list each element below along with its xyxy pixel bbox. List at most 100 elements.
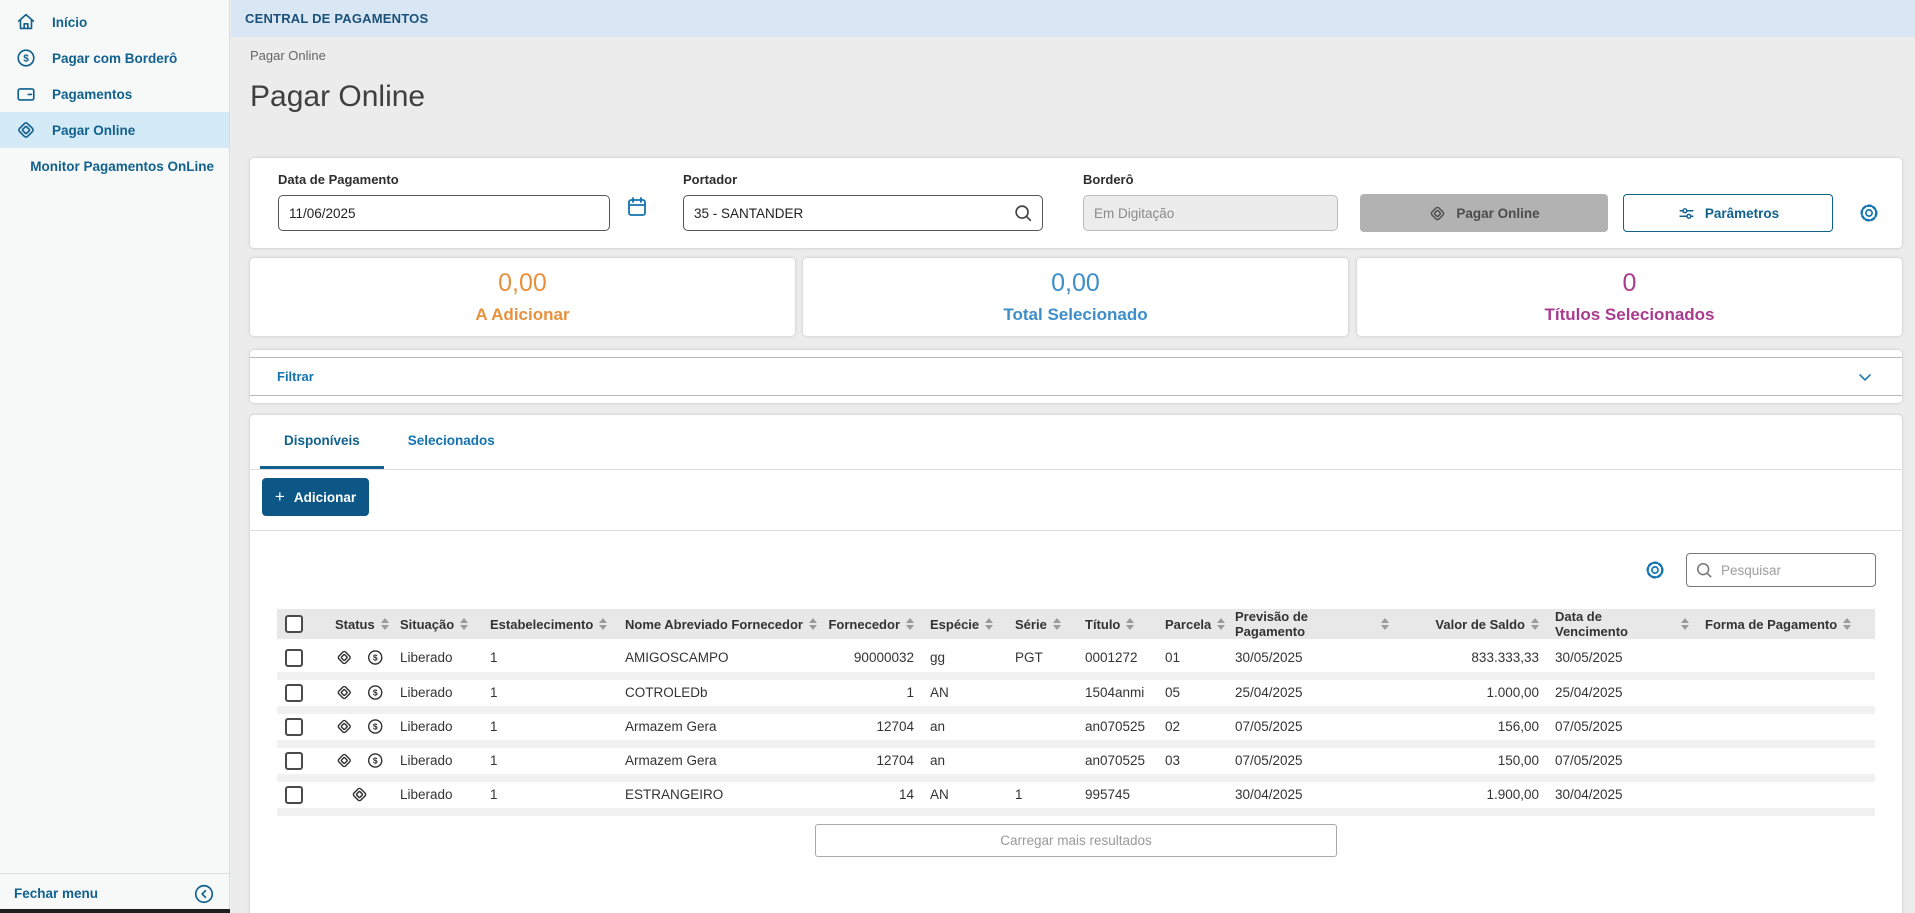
sidebar-item-pagamentos[interactable]: Pagamentos: [0, 76, 229, 112]
cell-estabelecimento: 1: [482, 641, 617, 680]
cell-serie: 1: [1007, 777, 1077, 816]
sort-icon[interactable]: [1681, 618, 1689, 630]
table-gear-icon[interactable]: [1644, 559, 1666, 581]
sort-icon[interactable]: [906, 618, 914, 630]
app-title: CENTRAL DE PAGAMENTOS: [245, 11, 429, 26]
sidebar: Início $ Pagar com Borderô Pagamentos Pagar …: [0, 0, 230, 913]
gear-icon[interactable]: [1858, 202, 1880, 224]
tab-selecionados[interactable]: Selecionados: [384, 415, 519, 469]
cell-situacao: Liberado: [392, 709, 482, 748]
cell-serie: [1007, 709, 1077, 748]
cell-titulo: an070525: [1077, 743, 1157, 782]
portador-input[interactable]: [683, 195, 1043, 231]
column-label: Título: [1085, 616, 1121, 632]
sidebar-item-monitor-pagamentos-online[interactable]: Monitor Pagamentos OnLine: [0, 148, 229, 184]
sort-icon[interactable]: [1052, 618, 1061, 630]
column-label: Forma de Pagamento: [1705, 616, 1838, 632]
cell-estabelecimento: 1: [482, 777, 617, 816]
search-icon[interactable]: [1012, 202, 1034, 224]
row-checkbox[interactable]: [285, 683, 303, 702]
sort-icon[interactable]: [1126, 618, 1135, 630]
payment-date-input[interactable]: [278, 195, 610, 231]
cell-nome_abreviado_fornecedor: Armazem Gera: [617, 743, 837, 782]
cell-data_vencimento: 30/04/2025: [1547, 777, 1697, 816]
sort-icon[interactable]: [985, 618, 994, 630]
table-row: Liberado 1 ESTRANGEIRO 14 AN 1 995745 30/04/202…: [277, 777, 1875, 816]
sort-icon[interactable]: [1531, 618, 1539, 630]
pagar-online-button[interactable]: Pagar Online: [1360, 194, 1608, 232]
tab-disponiveis[interactable]: Disponíveis: [260, 415, 384, 469]
chevron-down-icon[interactable]: [1855, 367, 1875, 387]
sort-icon[interactable]: [1381, 618, 1389, 630]
status-cell: $: [327, 675, 392, 714]
pix-icon: [335, 717, 354, 736]
cell-data_vencimento: 07/05/2025: [1547, 709, 1697, 748]
summary-card: 0,00 A Adicionar: [250, 258, 795, 336]
cell-previsao_pagamento: 07/05/2025: [1227, 743, 1397, 782]
cell-previsao_pagamento: 25/04/2025: [1227, 675, 1397, 714]
select-cell: [277, 777, 327, 816]
sidebar-item-inicio[interactable]: Início: [0, 4, 229, 40]
calendar-icon[interactable]: [625, 195, 649, 219]
svg-text:$: $: [372, 688, 377, 698]
sidebar-item-label: Início: [52, 14, 88, 30]
cell-parcela: 01: [1157, 641, 1227, 680]
column-label: Espécie: [930, 616, 980, 632]
select-all-checkbox[interactable]: [285, 615, 303, 633]
cell-situacao: Liberado: [392, 777, 482, 816]
cell-previsao_pagamento: 30/05/2025: [1227, 641, 1397, 680]
cell-especie: AN: [922, 777, 1007, 816]
cell-forma_pagamento: [1697, 675, 1875, 714]
cell-fornecedor: 1: [837, 675, 922, 714]
cell-nome_abreviado_fornecedor: ESTRANGEIRO: [617, 777, 837, 816]
tab-selecionados-label: Selecionados: [407, 433, 495, 448]
column-header-titulo: Título: [1077, 609, 1157, 644]
table-search-input[interactable]: [1686, 553, 1876, 587]
add-button[interactable]: + Adicionar: [262, 478, 369, 516]
cell-valor_saldo: 1.000,00: [1397, 675, 1547, 714]
column-header-especie: Espécie: [922, 609, 1007, 644]
table-row: $ Liberado 1 COTROLEDb 1 AN 1504anmi 05 25/04/20…: [277, 675, 1875, 714]
titles-card: Disponíveis Selecionados + Adicionar: [250, 415, 1902, 913]
row-checkbox[interactable]: [285, 785, 303, 804]
summary-card: 0,00 Total Selecionado: [803, 258, 1348, 336]
column-label: Previsão de Pagamento: [1235, 609, 1308, 639]
status-cell: $: [327, 743, 392, 782]
table-row: $ Liberado 1 Armazem Gera 12704 an an070525 03 0…: [277, 743, 1875, 782]
close-menu-button[interactable]: Fechar menu: [0, 873, 229, 913]
filter-label: Filtrar: [277, 369, 314, 384]
parametros-button[interactable]: Parâmetros: [1623, 194, 1833, 232]
sort-icon[interactable]: [460, 618, 469, 630]
cell-valor_saldo: 150,00: [1397, 743, 1547, 782]
load-more-button[interactable]: Carregar mais resultados: [815, 823, 1337, 857]
sort-icon[interactable]: [599, 618, 608, 630]
select-cell: [277, 641, 327, 680]
cell-valor_saldo: 833.333,33: [1397, 641, 1547, 680]
pix-icon: [350, 785, 369, 804]
row-checkbox[interactable]: [285, 751, 303, 770]
sort-icon[interactable]: [380, 618, 389, 630]
sort-icon[interactable]: [808, 618, 817, 630]
row-checkbox[interactable]: [285, 717, 303, 736]
column-header-parcela: Parcela: [1157, 609, 1227, 644]
chevron-left-circle-icon[interactable]: [193, 883, 215, 905]
pagar-online-button-label: Pagar Online: [1456, 205, 1540, 221]
sidebar-item-pagar-online[interactable]: Pagar Online: [0, 112, 229, 148]
column-header-forma_pagamento: Forma de Pagamento: [1697, 609, 1875, 644]
search-icon: [1694, 560, 1714, 580]
cell-forma_pagamento: [1697, 641, 1875, 680]
select-cell: [277, 675, 327, 714]
home-icon: [15, 11, 37, 33]
row-checkbox[interactable]: [285, 648, 303, 667]
sort-icon[interactable]: [1217, 618, 1226, 630]
cell-parcela: 02: [1157, 709, 1227, 748]
sort-icon[interactable]: [1843, 618, 1852, 630]
cell-especie: an: [922, 743, 1007, 782]
cell-titulo: an070525: [1077, 709, 1157, 748]
sidebar-item-label: Monitor Pagamentos OnLine: [30, 158, 214, 174]
payment-form-card: Data de Pagamento Portador Borderô Pagar…: [250, 158, 1902, 248]
filter-expander[interactable]: Filtrar: [250, 357, 1902, 396]
column-header-nome_abreviado_fornecedor: Nome Abreviado Fornecedor: [617, 609, 837, 644]
sidebar-item-pagar-com-bordero[interactable]: $ Pagar com Borderô: [0, 40, 229, 76]
cell-forma_pagamento: [1697, 743, 1875, 782]
